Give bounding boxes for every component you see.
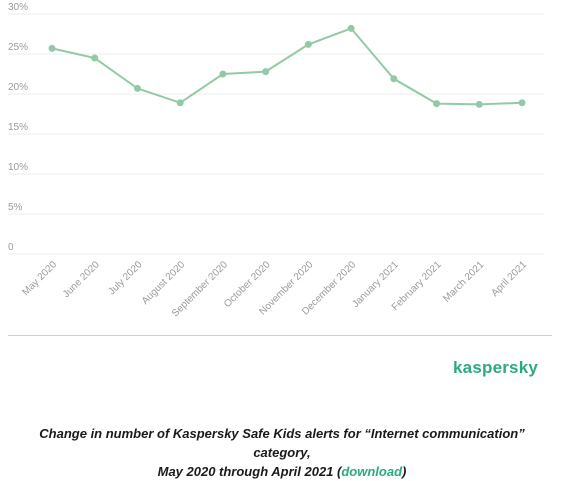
data-point [390,75,398,83]
data-point [433,100,441,108]
series-line [51,27,523,106]
x-tick-label: March 2021 [441,259,486,304]
caption-line-2-prefix: May 2020 through April 2021 ( [157,464,342,479]
data-point [518,99,526,107]
x-tick-label: August 2020 [140,259,188,307]
data-point [133,84,141,92]
data-point [347,24,355,32]
data-point [475,100,483,108]
y-tick-label: 25% [8,42,28,53]
y-tick-label: 0 [8,242,14,253]
y-tick-label: 10% [8,162,28,173]
data-point [262,68,270,76]
data-point [91,54,99,62]
y-tick-label: 5% [8,202,23,213]
x-tick-label: April 2021 [490,259,530,299]
data-point [304,40,312,48]
data-point [176,99,184,107]
y-tick-label: 15% [8,122,28,133]
chart-grid [8,13,544,255]
x-tick-label: May 2020 [20,259,59,298]
y-tick-label: 20% [8,82,28,93]
data-point [219,70,227,78]
chart-caption: Change in number of Kaspersky Safe Kids … [12,424,552,481]
x-tick-label: June 2020 [61,259,102,300]
y-axis-ticks: 0 5% 10% 15% 20% 25% 30% [8,2,28,253]
caption-line-2: May 2020 through April 2021 (download) [12,462,552,481]
chart-separator [8,335,552,336]
caption-line-2-suffix: ) [402,464,407,479]
kaspersky-logo: kaspersky [453,358,538,377]
line-chart: 0 5% 10% 15% 20% 25% 30% May 2020 June 2020 July… [8,2,544,319]
y-tick-label: 30% [8,2,28,13]
caption-line-1: Change in number of Kaspersky Safe Kids … [39,426,525,460]
data-point [48,44,56,52]
download-link[interactable]: download [341,464,403,479]
x-tick-label: July 2020 [107,259,145,297]
plot-area [48,24,526,108]
